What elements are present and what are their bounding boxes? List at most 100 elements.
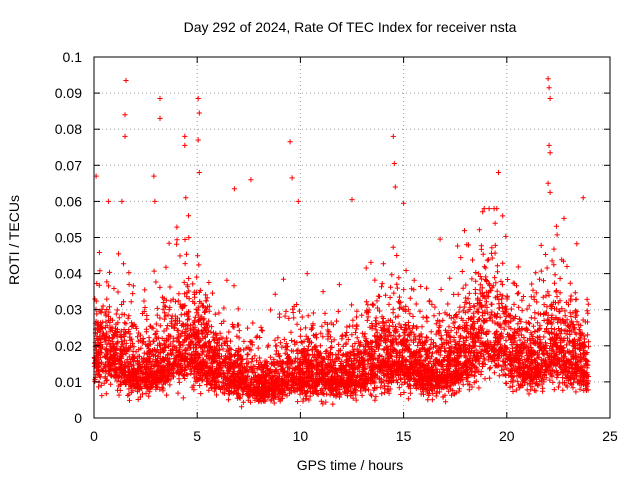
data-point [231,283,237,289]
data-point [294,340,300,346]
data-point [397,333,403,339]
data-point [576,346,583,352]
data-point [306,397,312,403]
data-point [123,321,129,327]
data-point [457,333,463,339]
data-point [221,305,227,311]
data-point [532,329,538,335]
data-point [500,372,506,378]
data-point [170,296,176,302]
data-point [283,308,289,314]
data-point [330,322,336,328]
data-point [494,206,500,212]
data-point [503,337,509,343]
data-point [510,388,516,395]
data-point [580,347,586,353]
data-point [197,375,203,382]
data-point [161,328,167,334]
data-point [561,215,567,221]
data-point [172,299,179,305]
data-point [252,353,258,359]
data-point [208,329,214,335]
data-point [359,312,365,318]
data-point [147,389,153,395]
data-point [354,322,360,328]
data-point [182,372,188,378]
data-point [431,313,437,319]
data-point [202,309,208,315]
data-point [142,287,148,293]
data-point [178,312,184,318]
data-point [549,258,555,264]
data-point [577,386,583,392]
data-point [240,389,246,395]
data-point [180,339,186,345]
data-point [469,357,476,363]
data-point [210,334,216,340]
data-point [557,275,563,282]
data-point [396,321,402,327]
data-point [161,316,167,322]
data-point [354,308,360,314]
data-point [500,260,506,266]
data-point [162,303,168,309]
data-point [352,340,358,347]
data-point [394,252,400,259]
data-point [576,322,582,328]
data-point [477,343,483,350]
data-point [552,272,558,278]
data-point [544,328,550,334]
data-point [250,369,256,376]
data-point [245,392,251,398]
data-point [225,347,231,353]
data-point [492,363,498,369]
data-point [428,329,434,335]
data-point [120,299,127,305]
data-point [463,375,469,381]
data-point [494,263,500,269]
data-point [388,284,394,290]
data-point [373,394,379,400]
data-point [212,311,218,317]
data-point [154,335,160,341]
data-point [555,370,561,376]
data-point [136,381,142,387]
data-point [455,325,461,332]
data-point [135,396,141,403]
data-point [380,326,386,332]
data-point [472,369,478,375]
data-point [209,290,216,296]
data-point [419,324,425,330]
data-point [489,309,495,315]
data-point [131,344,137,350]
data-point [199,314,205,320]
data-point [436,324,442,330]
data-point [557,290,563,296]
data-point [353,326,359,332]
data-point [505,276,511,283]
data-point [409,286,415,292]
data-point [130,283,136,289]
data-point [456,342,462,348]
data-point [403,267,409,274]
data-point [304,271,310,277]
data-point [448,328,454,334]
data-point [228,346,234,353]
data-point [414,324,420,330]
data-point [551,369,557,375]
data-point [407,311,413,317]
data-point [136,353,143,359]
data-point [446,324,452,330]
data-point [453,311,459,318]
data-point [508,373,514,380]
data-point [372,323,378,329]
data-point [175,349,181,356]
data-point [187,366,193,372]
data-point [496,305,503,311]
data-point [108,347,114,353]
data-point [551,361,557,367]
data-point [467,343,473,349]
data-point [318,398,324,404]
data-point [124,357,130,363]
data-point [351,370,357,376]
